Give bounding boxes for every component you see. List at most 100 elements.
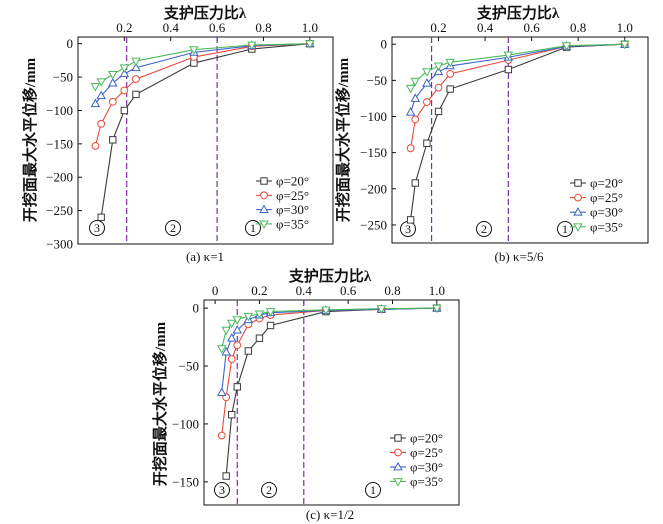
data-point [119, 68, 130, 78]
data-point [432, 304, 442, 314]
data-point [504, 65, 513, 74]
data-point [406, 216, 415, 224]
data-point [221, 346, 231, 356]
region-label-3: 3 [214, 482, 230, 498]
region-number: 1 [370, 483, 376, 497]
series-markers-3 [405, 40, 630, 94]
legend: φ=20°φ=25°φ=30°φ=35° [570, 176, 623, 234]
y-tick-label: −50 [53, 70, 73, 85]
data-point [216, 345, 227, 354]
legend-label: φ=20° [410, 431, 443, 446]
data-point [226, 333, 237, 342]
data-point [255, 334, 264, 342]
region-label-2: 2 [476, 221, 492, 237]
panel-a: 0.2 0.4 0.6 0.8 1.0 0 −50 −100 −150 −200 −250 −300 3… [21, 4, 334, 264]
region-number: 3 [405, 222, 411, 236]
legend-entry: φ=35° [256, 216, 309, 231]
legend-label: φ=20° [276, 174, 309, 189]
legend-label: φ=30° [590, 205, 623, 220]
data-point [446, 69, 455, 78]
legend-entry: φ=35° [390, 474, 443, 489]
data-point [222, 472, 230, 480]
x-tick-label: 0 [212, 283, 219, 298]
series-line-3 [221, 307, 437, 349]
data-point [423, 98, 431, 106]
legend-entry: φ=20° [570, 176, 623, 191]
y-tick-label: 0 [193, 301, 200, 316]
plot-frame [391, 36, 649, 244]
x-axis-title: 支护压力比λ [288, 267, 372, 285]
y-tick-label: −150 [46, 136, 73, 151]
legend-marker [393, 478, 403, 487]
data-point [243, 312, 254, 322]
x-tick-label: 1.0 [302, 20, 318, 35]
y-tick-label: −50 [179, 359, 199, 374]
y-axis-title: 开挖面最大水平位移/mm [21, 57, 39, 222]
region-label-1: 1 [365, 482, 381, 498]
x-tick-label: 0.8 [255, 20, 271, 35]
legend-label: φ=35° [276, 216, 309, 231]
data-point [422, 78, 432, 87]
y-tick-label: −100 [46, 103, 73, 118]
region-number: 2 [170, 221, 176, 235]
data-point [266, 321, 275, 330]
x-tick-label: 0.4 [477, 20, 494, 35]
data-point [132, 90, 140, 99]
x-axis-title: 支护压力比λ [476, 4, 560, 22]
data-point [228, 410, 236, 419]
y-tick-label: −100 [172, 416, 199, 431]
data-point [232, 316, 243, 325]
data-point [227, 355, 236, 363]
series-line-0 [410, 43, 625, 220]
y-tick-label: −250 [360, 217, 387, 232]
data-point [109, 136, 117, 144]
legend-entry: φ=30° [390, 460, 443, 475]
series-markers-3 [216, 304, 442, 354]
x-tick-label: 1.0 [617, 20, 633, 35]
data-point [233, 341, 242, 350]
y-tick-label: −200 [360, 181, 387, 196]
data-point [216, 387, 227, 397]
series-markers-2 [405, 39, 630, 116]
series-markers-3 [90, 40, 315, 92]
data-point [445, 58, 455, 68]
x-tick-label: 0.6 [524, 20, 541, 35]
legend-entry: φ=30° [570, 205, 623, 220]
data-point [217, 431, 226, 440]
data-point [254, 310, 265, 320]
legend-label: φ=35° [410, 474, 443, 489]
y-axis-title: 开挖面最大水平位移/mm [334, 57, 352, 222]
legend-marker [260, 177, 268, 185]
region-circle [365, 482, 381, 498]
legend-entry: φ=25° [570, 190, 623, 205]
y-tick-label: −150 [172, 474, 199, 489]
plot-frame [203, 299, 460, 506]
data-point [96, 78, 106, 87]
data-point [226, 319, 237, 329]
y-tick-label: −250 [46, 203, 73, 218]
region-label-2: 2 [165, 220, 181, 236]
plot-frame [77, 36, 334, 245]
legend-marker [574, 193, 582, 202]
x-tick-label: 0.4 [296, 283, 313, 298]
region-circle [214, 482, 230, 498]
data-point [132, 75, 140, 83]
data-point [410, 77, 421, 87]
data-point [131, 57, 141, 67]
y-axis-title: 开挖面最大水平位移/mm [151, 321, 169, 486]
x-tick-label: 0.2 [251, 283, 267, 298]
x-axis-title: 支护压力比λ [163, 4, 247, 22]
region-number: 2 [266, 483, 272, 497]
data-point [120, 106, 129, 115]
x-tick-label: 1.0 [429, 283, 445, 298]
legend-label: φ=20° [590, 176, 623, 191]
panel-b: 0.2 0.4 0.6 0.8 1.00−50−100−150−200−250 3 2 1φ=… [334, 4, 649, 264]
data-point [232, 324, 243, 334]
data-point [91, 141, 100, 150]
legend-label: φ=25° [410, 445, 443, 460]
series-line-1 [94, 43, 310, 146]
x-tick-label: 0.6 [340, 283, 357, 298]
legend-entry: φ=30° [256, 202, 309, 217]
data-point [619, 40, 630, 50]
